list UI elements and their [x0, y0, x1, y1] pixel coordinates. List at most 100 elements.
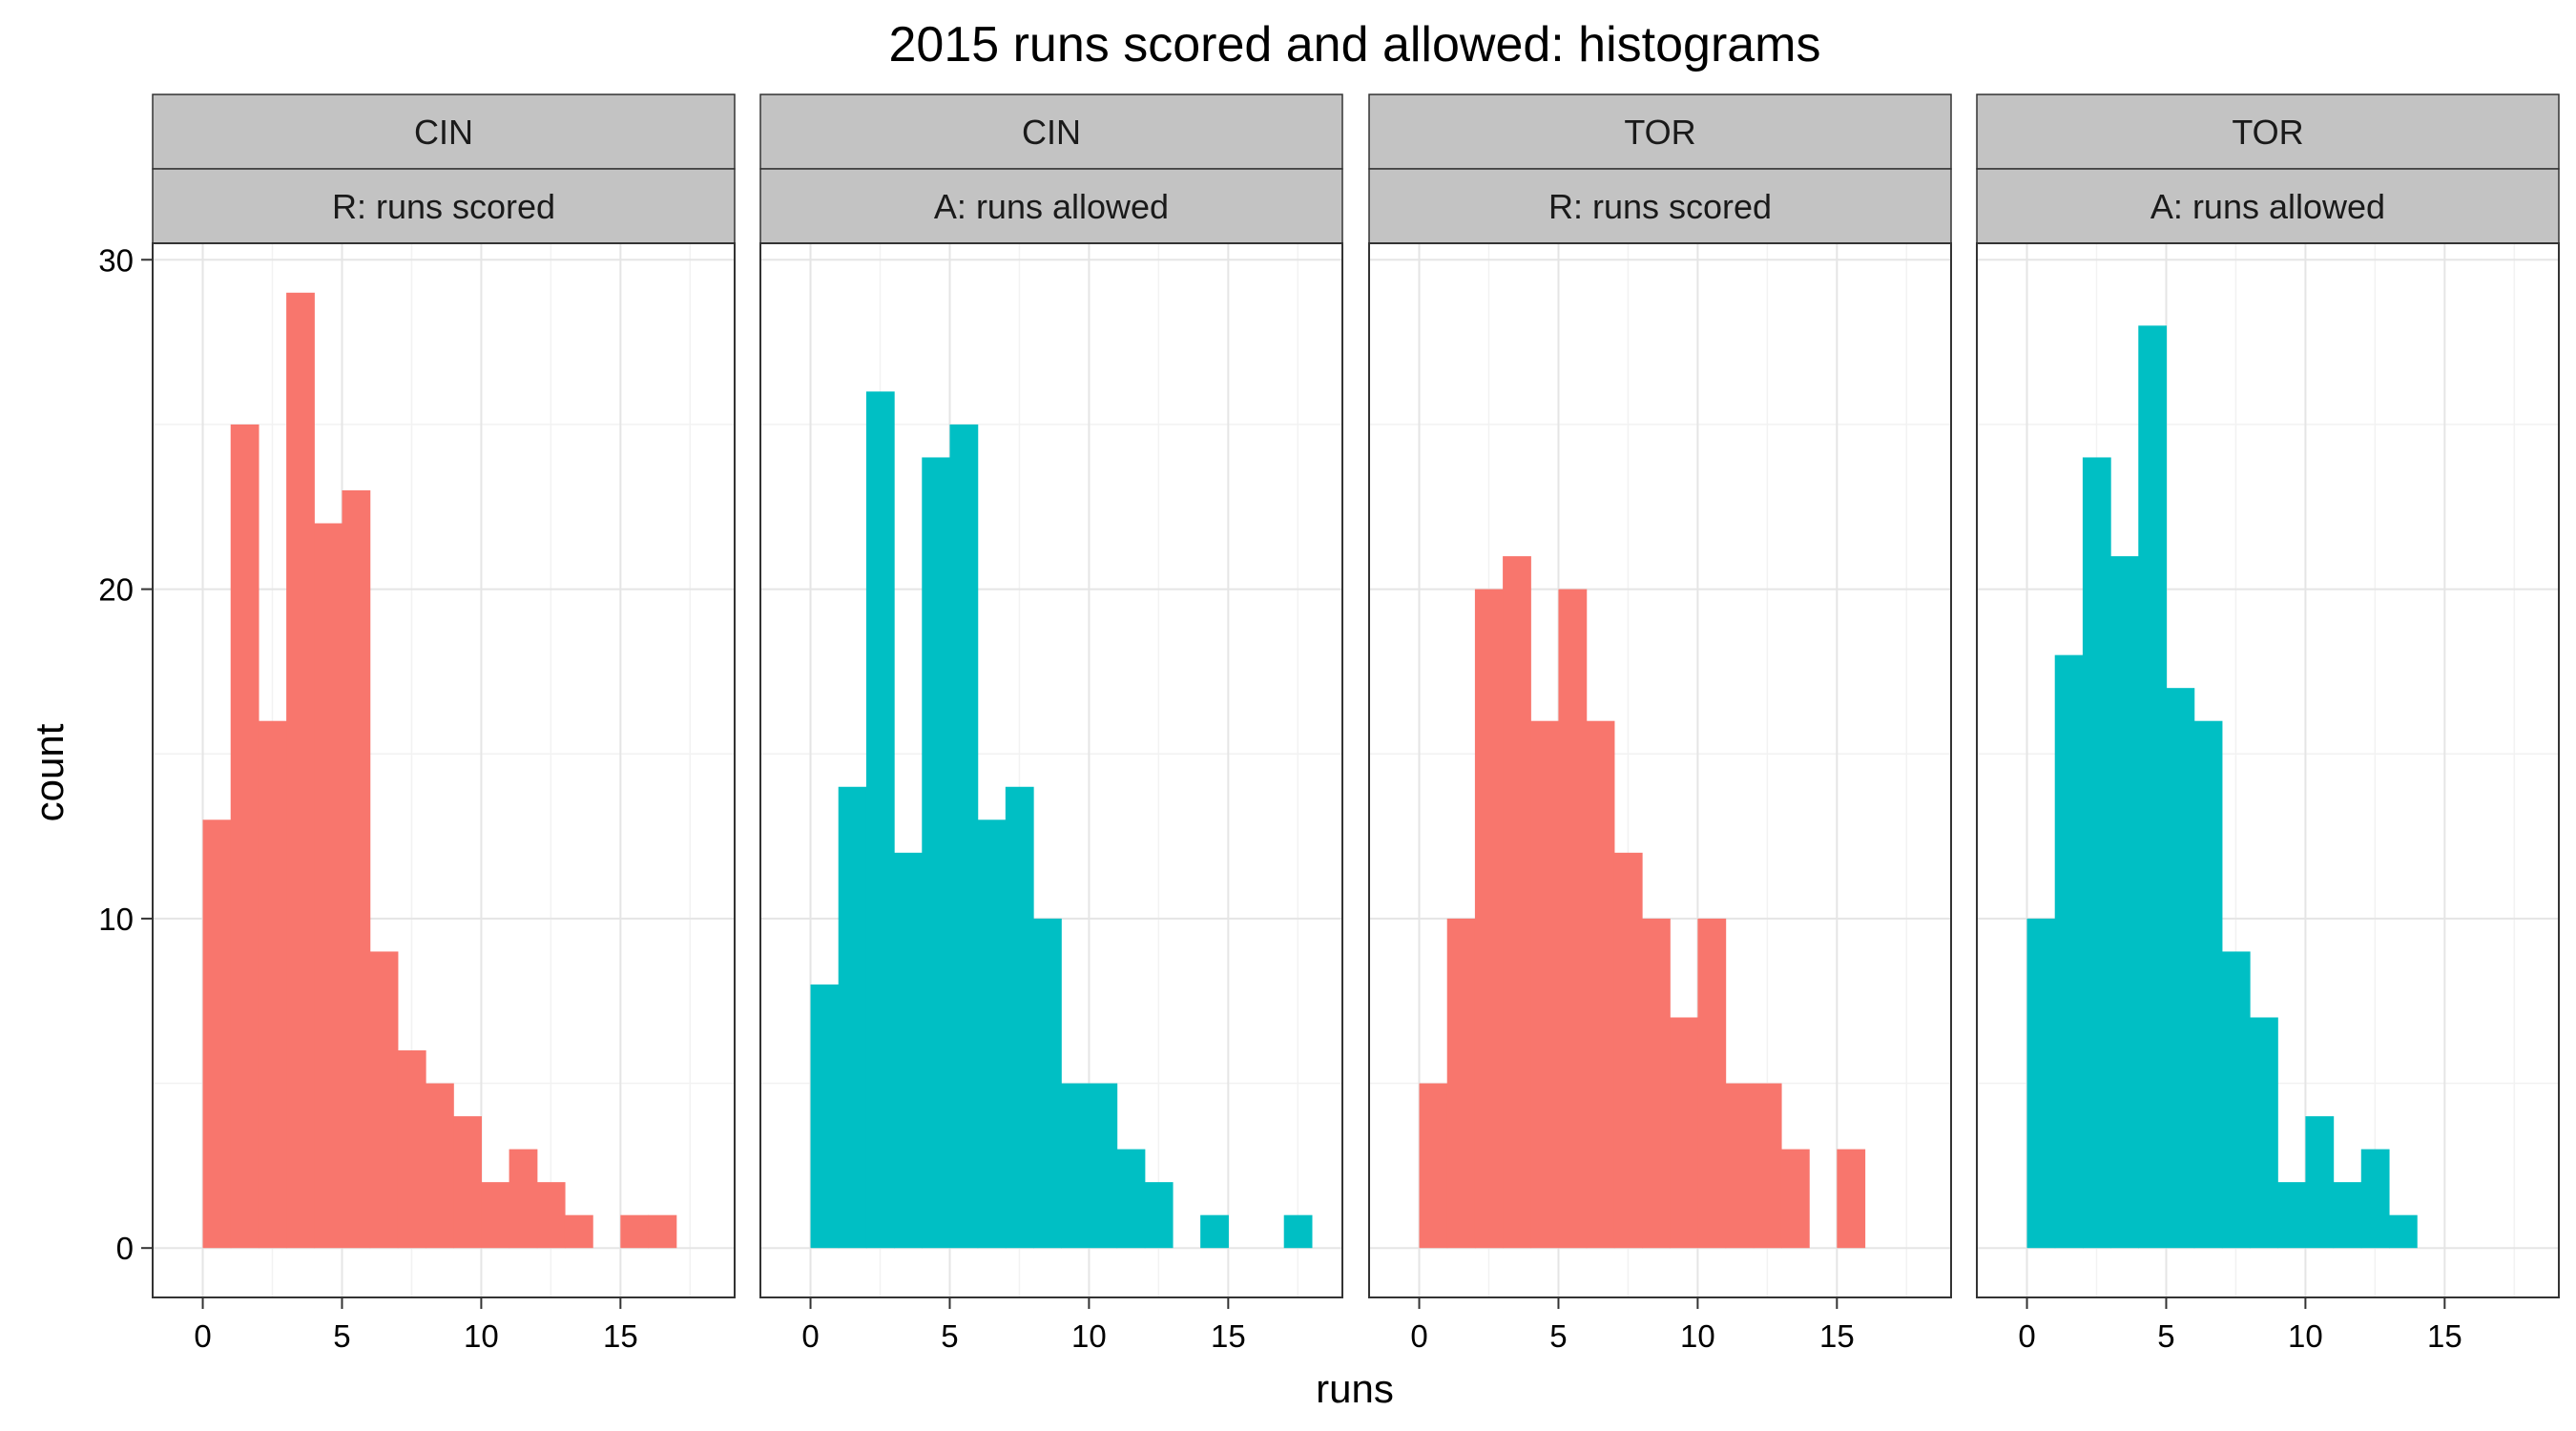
histogram-bar — [1670, 1017, 1699, 1249]
facet-panel: CIN A: runs allowed 0 5 10 15 — [759, 93, 1343, 1354]
histogram-bar — [202, 819, 232, 1249]
histogram-bar — [258, 720, 287, 1249]
strip-team-label: CIN — [1022, 113, 1081, 152]
histogram-bar — [2166, 688, 2195, 1249]
x-tick-label: 5 — [2157, 1318, 2174, 1354]
x-tick-label: 15 — [603, 1318, 638, 1354]
histogram-bar — [1474, 589, 1504, 1249]
x-tick-label: 10 — [1071, 1318, 1107, 1354]
strip-stat-label: A: runs allowed — [2150, 187, 2385, 226]
histogram-bar — [2138, 325, 2168, 1249]
histogram-bar — [536, 1182, 566, 1249]
histogram-bar — [1837, 1149, 1866, 1249]
histogram-bar — [342, 489, 371, 1249]
histogram-bar — [2054, 654, 2084, 1249]
strip-team-label: CIN — [414, 113, 473, 152]
y-tick-label: 0 — [116, 1231, 134, 1266]
histogram-bar — [2193, 720, 2223, 1249]
x-tick-label: 10 — [464, 1318, 499, 1354]
histogram-bar — [509, 1149, 538, 1249]
histogram-bar — [2333, 1182, 2362, 1249]
histogram-bar — [1061, 1083, 1091, 1249]
histogram-bar — [369, 951, 399, 1249]
panel-border — [1368, 242, 1952, 1298]
strip-team-label: TOR — [1624, 113, 1695, 152]
strip-team-box — [1368, 93, 1952, 170]
facet-panel: TOR A: runs allowed 0 5 10 15 — [1976, 93, 2560, 1354]
strip-stat-label: A: runs allowed — [934, 187, 1169, 226]
histogram-bar — [314, 523, 343, 1249]
strip-stat-label: R: runs scored — [1548, 187, 1772, 226]
histogram-bar — [426, 1083, 454, 1249]
histogram-bar — [1642, 918, 1671, 1249]
strip-stat-box — [759, 168, 1343, 244]
x-axis-title: runs — [1316, 1366, 1394, 1411]
histogram-bar — [1697, 918, 1727, 1249]
histogram-bar — [1613, 852, 1643, 1249]
y-tick-label: 30 — [98, 242, 134, 278]
histogram-bar — [2277, 1182, 2307, 1249]
histogram-bar — [1725, 1083, 1755, 1249]
histogram-bar — [1005, 786, 1034, 1249]
x-tick-label: 5 — [1549, 1318, 1567, 1354]
histogram-bar — [2360, 1149, 2390, 1249]
panel-border — [1976, 242, 2560, 1298]
histogram-bar — [1530, 720, 1560, 1249]
histogram-bar — [1033, 918, 1062, 1249]
chart-title: 2015 runs scored and allowed: histograms — [888, 17, 1820, 73]
histogram-bar — [2110, 556, 2139, 1249]
panel-border — [759, 242, 1343, 1298]
histogram-bar — [620, 1214, 650, 1249]
x-tick-label: 10 — [2288, 1318, 2323, 1354]
strip-stat-box — [1976, 168, 2560, 244]
histogram-bar — [1200, 1214, 1229, 1249]
y-tick-label: 20 — [98, 572, 134, 608]
histogram-bar — [1558, 589, 1588, 1249]
y-axis-title: count — [27, 723, 72, 821]
strip-team-box — [1976, 93, 2560, 170]
histogram-bar — [949, 424, 979, 1249]
x-tick-label: 10 — [1680, 1318, 1715, 1354]
facet-panel: TOR R: runs scored 0 5 10 15 — [1368, 93, 1952, 1354]
histogram-bar — [1419, 1083, 1448, 1249]
histogram-bar — [286, 292, 315, 1249]
histogram-bar — [2305, 1116, 2335, 1249]
histogram-bar — [2250, 1017, 2278, 1249]
x-tick-label: 15 — [2427, 1318, 2462, 1354]
y-axis: 0 10 20 30 — [98, 242, 153, 1266]
histogram-bar — [1753, 1083, 1782, 1249]
x-tick-label: 0 — [2018, 1318, 2035, 1354]
histogram-bar — [453, 1116, 483, 1249]
histogram-bar — [810, 984, 840, 1249]
strip-stat-box — [1368, 168, 1952, 244]
histogram-bar — [838, 786, 867, 1249]
x-tick-label: 0 — [801, 1318, 819, 1354]
histogram-bar — [1503, 556, 1531, 1249]
x-tick-label: 15 — [1819, 1318, 1855, 1354]
histogram-bar — [397, 1050, 426, 1249]
x-tick-label: 5 — [941, 1318, 958, 1354]
histogram-bar — [2026, 918, 2056, 1249]
histogram-bar — [1446, 918, 1476, 1249]
x-tick-label: 5 — [333, 1318, 350, 1354]
x-tick-label: 15 — [1211, 1318, 1246, 1354]
panel-border — [152, 242, 736, 1298]
strip-team-label: TOR — [2232, 113, 2303, 152]
histogram-bar — [1144, 1182, 1174, 1249]
histogram-bar — [977, 819, 1007, 1249]
histogram-bar — [865, 391, 895, 1249]
histogram-bar — [922, 457, 951, 1249]
histogram-bar — [1283, 1214, 1313, 1249]
histogram-bar — [1780, 1149, 1810, 1249]
histogram-bar — [481, 1182, 510, 1249]
strip-team-box — [759, 93, 1343, 170]
histogram-bar — [2082, 457, 2111, 1249]
facet-panel: CIN R: runs scored 0 5 10 15 — [152, 93, 736, 1354]
y-tick-label: 10 — [98, 902, 134, 937]
histogram-bar — [2388, 1214, 2418, 1249]
histogram-bar — [894, 852, 923, 1249]
x-tick-label: 0 — [1410, 1318, 1427, 1354]
histogram-bar — [648, 1214, 677, 1249]
histogram-bar — [2221, 951, 2251, 1249]
